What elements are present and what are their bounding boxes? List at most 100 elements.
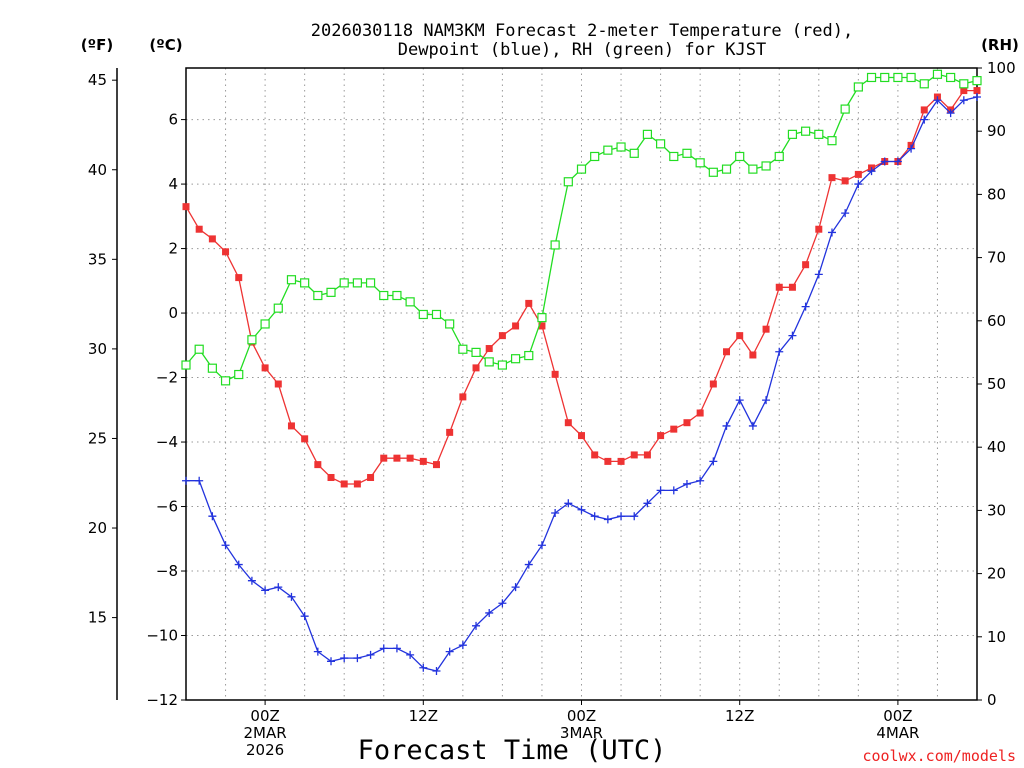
fahrenheit-tick-label: 30	[88, 340, 107, 358]
fahrenheit-tick-label: 40	[88, 161, 107, 179]
fahrenheit-unit-label: (ºF)	[81, 36, 113, 54]
temperature-point	[353, 480, 361, 488]
dewpoint-point	[485, 608, 494, 617]
dewpoint-point	[946, 109, 955, 118]
temperature-point	[960, 87, 968, 95]
temperature-point	[749, 351, 757, 359]
rh-point	[669, 151, 679, 162]
dewpoint-point	[933, 96, 942, 105]
celsius-tick-label: −6	[156, 498, 178, 516]
temperature-point	[591, 451, 599, 459]
temperature-point	[802, 261, 810, 269]
rh-point	[339, 278, 349, 288]
fahrenheit-tick-label: 35	[88, 250, 107, 268]
temperature-point	[854, 170, 862, 178]
rh-point	[682, 148, 692, 158]
temperature-point	[287, 422, 295, 430]
celsius-tick-label: 0	[168, 304, 178, 322]
temperature-point	[235, 274, 243, 282]
rh-tick-label: 100	[987, 59, 1016, 77]
dewpoint-point	[432, 666, 441, 675]
dewpoint-point	[827, 228, 836, 237]
dewpoint-point	[234, 560, 243, 569]
rh-tick-label: 90	[987, 122, 1006, 140]
dewpoint-point	[195, 476, 204, 485]
celsius-tick-label: 6	[168, 111, 178, 129]
dewpoint-point	[537, 541, 546, 550]
rh-tick-label: 10	[987, 628, 1006, 646]
dewpoint-point	[458, 641, 467, 650]
dewpoint-point	[247, 576, 256, 585]
rh-point	[247, 335, 257, 345]
rh-point	[234, 369, 244, 380]
x-tick-label: 3MAR	[560, 724, 603, 742]
x-tick-label: 00Z	[883, 707, 912, 725]
x-tick-label: 12Z	[409, 707, 438, 725]
dewpoint-point	[313, 647, 322, 656]
rh-tick-label: 50	[987, 375, 1006, 393]
dewpoint-point	[722, 421, 731, 430]
dewpoint-point	[788, 331, 797, 340]
dewpoint-point	[893, 157, 902, 166]
celsius-tick-label: −8	[156, 562, 178, 580]
rh-point	[273, 303, 283, 313]
temperature-point	[657, 432, 665, 440]
temperature-point	[525, 299, 533, 307]
rh-point	[880, 72, 890, 83]
temperature-point	[182, 203, 190, 211]
rh-point	[959, 79, 969, 89]
temperature-point	[432, 461, 440, 469]
dewpoint-point	[656, 486, 665, 495]
dewpoint-point	[379, 644, 388, 653]
dewpoint-point	[182, 476, 190, 485]
dewpoint-point	[392, 644, 401, 653]
dewpoint-point	[696, 476, 705, 485]
temperature-point	[828, 174, 836, 182]
temperature-point	[498, 332, 506, 340]
temperature-point	[512, 322, 520, 330]
dewpoint-point	[880, 157, 889, 166]
x-tick-label: 00Z	[250, 707, 279, 725]
temperature-point	[393, 454, 401, 462]
temperature-point	[775, 283, 783, 291]
temperature-point	[274, 380, 282, 388]
dewpoint-point	[630, 512, 639, 521]
rh-point	[735, 151, 745, 162]
dewpoint-point	[577, 505, 586, 514]
temperature-point	[630, 451, 638, 459]
rh-point	[655, 139, 666, 149]
temperature-point	[314, 461, 322, 469]
dewpoint-point	[524, 560, 533, 569]
dewpoint-point	[551, 508, 560, 517]
dewpoint-point	[366, 650, 375, 659]
dewpoint-point	[617, 512, 626, 521]
rh-point	[365, 278, 376, 288]
rh-point	[418, 309, 428, 320]
dewpoint-point	[801, 302, 810, 311]
temperature-point	[485, 345, 493, 353]
temperature-point	[683, 419, 691, 427]
temperature-point	[222, 248, 230, 256]
rh-tick-label: 40	[987, 438, 1006, 456]
temperature-point	[723, 348, 731, 356]
temperature-point	[841, 177, 849, 185]
rh-point	[563, 177, 573, 187]
rh-point	[919, 79, 929, 89]
rh-point	[220, 376, 231, 386]
x-tick-label: 12Z	[725, 707, 754, 725]
celsius-tick-label: 2	[168, 240, 178, 258]
credit-text: coolwx.com/models	[862, 747, 1016, 765]
dewpoint-point	[762, 396, 771, 405]
fahrenheit-tick-label: 25	[88, 429, 107, 447]
rh-point	[326, 287, 336, 297]
temperature-point	[788, 283, 796, 291]
temperature-point	[208, 235, 216, 243]
rh-tick-label: 0	[987, 691, 997, 709]
temperature-point	[670, 425, 678, 433]
temperature-point	[340, 480, 348, 488]
rh-point	[893, 72, 903, 83]
rh-point	[787, 129, 798, 139]
rh-point	[392, 290, 402, 301]
temperature-point	[762, 325, 770, 333]
